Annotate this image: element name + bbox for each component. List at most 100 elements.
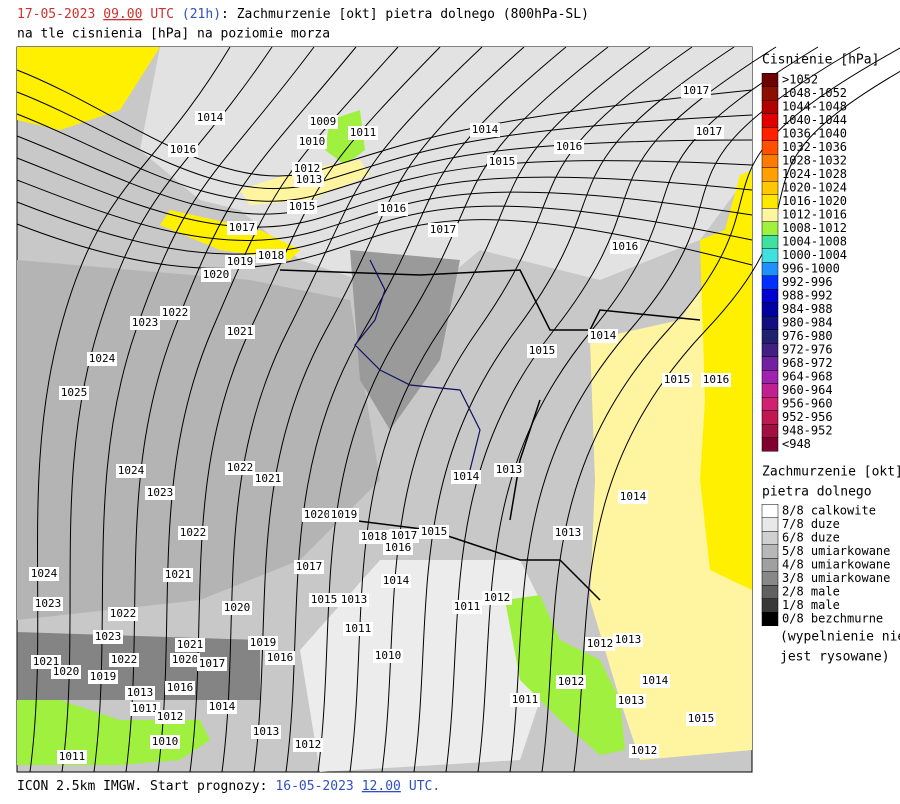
label-box: [640, 674, 670, 688]
isobar: [16, 113, 753, 202]
legend-label: 948-952: [782, 424, 833, 438]
legend-swatch: [761, 167, 779, 182]
isobar-label: 1012: [631, 744, 658, 757]
label-box: [265, 651, 295, 665]
isobar-label: 1017: [683, 84, 710, 97]
isobar-label: 1020: [53, 665, 80, 678]
label-box: [293, 738, 323, 752]
label-box: [125, 686, 155, 700]
isobar-label: 1021: [165, 568, 192, 581]
legend-label: 964-968: [782, 370, 833, 384]
legend-swatch: [761, 302, 779, 317]
legend-label: 988-992: [782, 289, 833, 303]
label-box: [419, 525, 449, 539]
isobar-label: 1010: [375, 649, 402, 662]
legend-swatch: [761, 316, 779, 330]
isobar-label: 1011: [350, 126, 377, 139]
legend-label: 1028-1032: [782, 154, 847, 168]
border: [279, 269, 701, 601]
legend-label: 984-988: [782, 302, 833, 316]
label-box: [329, 508, 359, 522]
isobar-label: 1015: [688, 712, 715, 725]
header-subtitle: na tle cisnienia [hPa] na poziomie morza: [17, 27, 330, 42]
label-box: [618, 490, 648, 504]
label-box: [487, 155, 517, 169]
label-box: [163, 568, 193, 582]
label-box: [287, 200, 317, 214]
isobar-label: 1018: [258, 249, 285, 262]
text-part: : Zachmurzenie [okt] pietra dolnego (800…: [221, 7, 589, 22]
isobar-label: 1010: [152, 735, 179, 748]
isobar: [125, 46, 357, 773]
legend-label: 1036-1040: [782, 127, 847, 141]
label-box: [225, 461, 255, 475]
label-box: [494, 463, 524, 477]
isobar: [29, 46, 231, 773]
isobar-label: 1017: [296, 560, 323, 573]
label-box: [168, 143, 198, 157]
cloud-area: [300, 560, 560, 772]
legend-swatch: [761, 410, 779, 425]
isobar-label: 1015: [421, 525, 448, 538]
label-box: [556, 675, 586, 689]
isobar-label: 1018: [361, 530, 388, 543]
legend-swatch: [761, 181, 779, 195]
label-box: [116, 464, 146, 478]
legend-label: 980-984: [782, 316, 833, 330]
isobar: [413, 46, 735, 773]
label-box: [554, 140, 584, 154]
cloud-area: [350, 250, 460, 430]
legend-label: >1052: [782, 73, 818, 87]
legend-label: <948: [782, 437, 811, 451]
label-box: [510, 693, 540, 707]
legend-swatch: [761, 598, 779, 613]
legend-label: 1016-1020: [782, 194, 847, 208]
label-box: [93, 630, 123, 644]
isobar-label: 1014: [472, 123, 499, 136]
legend-label: 4/8 umiarkowane: [782, 558, 890, 572]
legend-swatch: [761, 248, 779, 263]
label-box: [309, 593, 339, 607]
legend-swatch: [761, 558, 779, 572]
legend-swatch: [761, 221, 779, 236]
isobar: [16, 69, 753, 177]
legend-label: 1012-1016: [782, 208, 847, 222]
isobar: [285, 46, 567, 773]
isobar-label: 1013: [341, 593, 368, 606]
isobar-label: 1021: [177, 638, 204, 651]
legend-label: 992-996: [782, 275, 833, 289]
label-box: [57, 750, 87, 764]
isobar-label: 1019: [90, 670, 117, 683]
label-box: [155, 710, 185, 724]
label-box: [165, 681, 195, 695]
legend-label: 1032-1036: [782, 140, 847, 154]
label-box: [225, 325, 255, 339]
label-box: [701, 373, 731, 387]
label-box: [195, 111, 225, 125]
legend-label: 1048-1052: [782, 86, 847, 100]
isobar-label: 1015: [289, 200, 316, 213]
label-box: [294, 173, 324, 187]
label-box: [197, 657, 227, 671]
legend-swatch: [761, 370, 779, 384]
isobar-label: 1014: [209, 700, 236, 713]
legend-label: 1040-1044: [782, 113, 847, 127]
label-box: [222, 601, 252, 615]
legend-swatch: [761, 585, 779, 599]
label-box: [383, 541, 413, 555]
legend-label: 952-956: [782, 410, 833, 424]
label-box: [170, 653, 200, 667]
legend-label: 1/8 male: [782, 598, 840, 612]
isobar: [253, 46, 525, 773]
legend-label: 6/8 duze: [782, 531, 840, 545]
isobar-label: 1012: [294, 162, 321, 175]
isobar-label: 1023: [35, 597, 62, 610]
isobar-label: 1020: [304, 508, 331, 521]
isobar-label: 1011: [512, 693, 539, 706]
legend-swatch: [761, 612, 779, 626]
label-box: [175, 638, 205, 652]
isobar-label: 1019: [227, 255, 254, 268]
